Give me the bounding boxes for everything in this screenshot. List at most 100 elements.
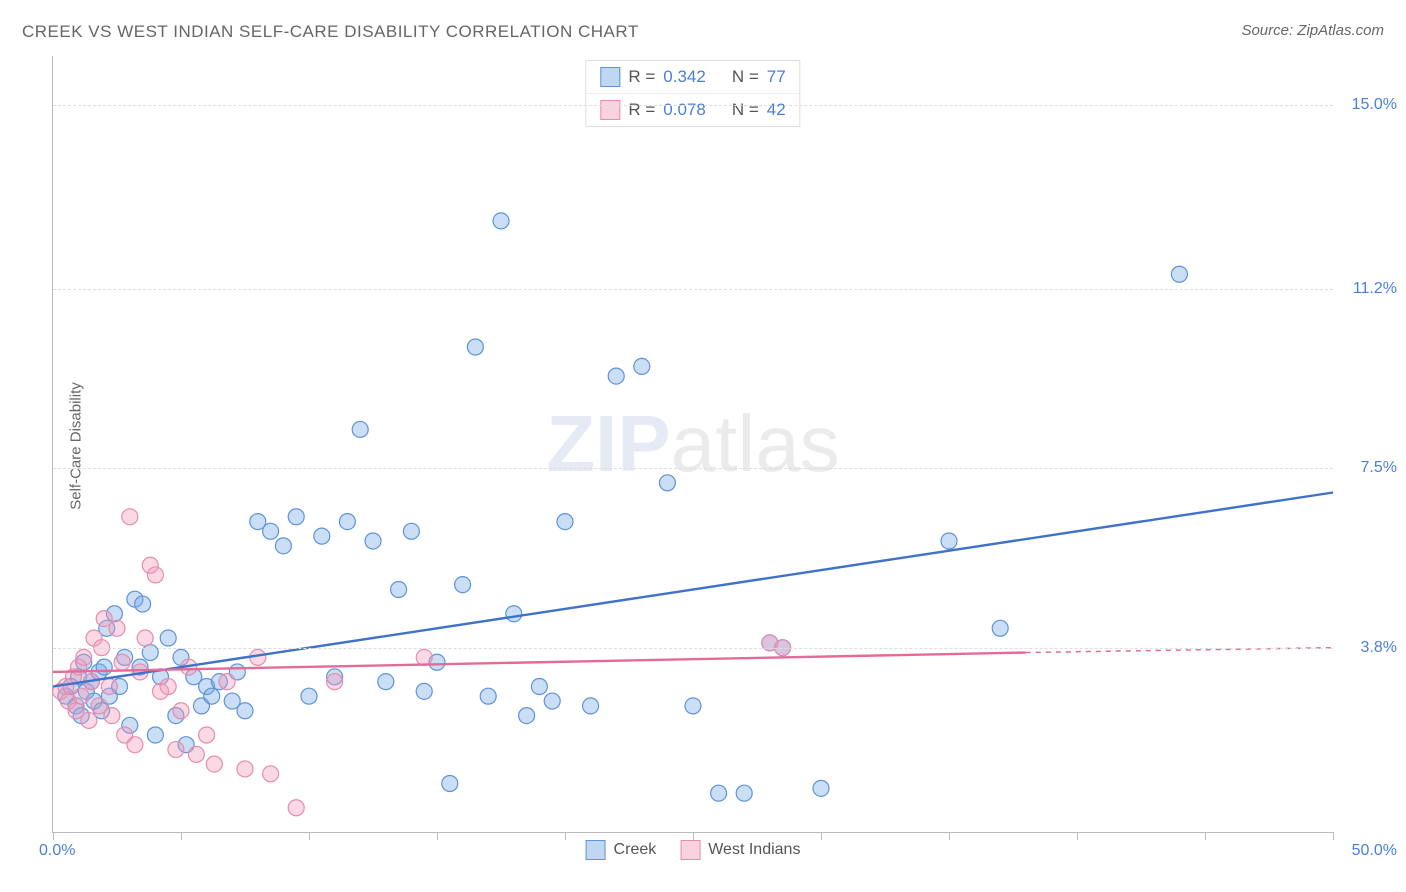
scatter-point (173, 703, 189, 719)
scatter-point (506, 606, 522, 622)
scatter-point (685, 698, 701, 714)
legend-r-label: R = (628, 100, 655, 120)
scatter-point (659, 475, 675, 491)
scatter-point (583, 698, 599, 714)
legend-series: Creek West Indians (586, 840, 801, 860)
legend-swatch (586, 840, 606, 860)
scatter-point (467, 339, 483, 355)
scatter-point (263, 766, 279, 782)
x-tick (437, 832, 438, 840)
plot-svg (53, 56, 1333, 832)
scatter-point (314, 528, 330, 544)
scatter-point (81, 712, 97, 728)
scatter-point (237, 761, 253, 777)
scatter-point (403, 523, 419, 539)
chart-title: CREEK VS WEST INDIAN SELF-CARE DISABILIT… (22, 22, 639, 42)
scatter-point (199, 727, 215, 743)
y-tick-label: 3.8% (1361, 639, 1397, 657)
scatter-point (416, 683, 432, 699)
x-tick (1205, 832, 1206, 840)
scatter-point (101, 679, 117, 695)
scatter-point (608, 368, 624, 384)
scatter-point (160, 630, 176, 646)
source-attribution: Source: ZipAtlas.com (1241, 22, 1384, 39)
legend-stats-row: R = 0.078 N = 42 (586, 93, 799, 126)
scatter-point (557, 514, 573, 530)
scatter-point (416, 649, 432, 665)
gridline (53, 468, 1333, 469)
legend-n-label: N = (732, 100, 759, 120)
gridline (53, 289, 1333, 290)
scatter-point (352, 421, 368, 437)
scatter-point (634, 358, 650, 374)
legend-swatch (600, 67, 620, 87)
scatter-point (275, 538, 291, 554)
x-tick (53, 832, 54, 840)
scatter-point (204, 688, 220, 704)
scatter-point (160, 679, 176, 695)
legend-series-item: West Indians (680, 840, 800, 860)
scatter-point (1171, 266, 1187, 282)
legend-swatch (680, 840, 700, 860)
legend-r-value: 0.342 (663, 67, 706, 87)
legend-n-label: N = (732, 67, 759, 87)
scatter-point (263, 523, 279, 539)
y-tick-label: 11.2% (1353, 280, 1397, 298)
gridline (53, 648, 1333, 649)
x-tick (1077, 832, 1078, 840)
scatter-point (941, 533, 957, 549)
legend-series-label: Creek (614, 841, 657, 859)
scatter-point (339, 514, 355, 530)
scatter-point (237, 703, 253, 719)
y-tick-label: 15.0% (1352, 96, 1397, 114)
legend-swatch (600, 100, 620, 120)
scatter-point (519, 708, 535, 724)
legend-r-label: R = (628, 67, 655, 87)
legend-series-item: Creek (586, 840, 657, 860)
scatter-point (122, 509, 138, 525)
scatter-point (493, 213, 509, 229)
scatter-point (168, 742, 184, 758)
scatter-point (736, 785, 752, 801)
scatter-point (135, 596, 151, 612)
scatter-point (480, 688, 496, 704)
scatter-point (288, 800, 304, 816)
scatter-point (96, 659, 112, 675)
x-tick (693, 832, 694, 840)
scatter-chart: ZIPatlas R =0.342N =77R =0.078N =42 Cree… (52, 56, 1333, 833)
scatter-point (391, 582, 407, 598)
x-tick (309, 832, 310, 840)
scatter-point (76, 649, 92, 665)
scatter-point (104, 708, 120, 724)
scatter-point (813, 780, 829, 796)
x-tick (821, 832, 822, 840)
scatter-point (127, 737, 143, 753)
scatter-point (378, 674, 394, 690)
scatter-point (531, 679, 547, 695)
scatter-point (442, 776, 458, 792)
scatter-point (992, 620, 1008, 636)
trend-line (53, 653, 1026, 672)
x-tick (565, 832, 566, 840)
scatter-point (455, 577, 471, 593)
scatter-point (365, 533, 381, 549)
x-tick (949, 832, 950, 840)
scatter-point (301, 688, 317, 704)
legend-stats: R =0.342N =77R =0.078N =42 (585, 60, 800, 127)
scatter-point (188, 746, 204, 762)
scatter-point (109, 620, 125, 636)
scatter-point (206, 756, 222, 772)
gridline (53, 105, 1333, 106)
x-axis-min-label: 0.0% (39, 842, 75, 860)
x-axis-max-label: 50.0% (1352, 842, 1397, 860)
legend-n-value: 42 (767, 100, 786, 120)
scatter-point (147, 727, 163, 743)
scatter-point (288, 509, 304, 525)
scatter-point (544, 693, 560, 709)
legend-series-label: West Indians (708, 841, 800, 859)
legend-r-value: 0.078 (663, 100, 706, 120)
legend-stats-row: R =0.342N =77 (586, 61, 799, 93)
scatter-point (327, 674, 343, 690)
scatter-point (711, 785, 727, 801)
scatter-point (137, 630, 153, 646)
